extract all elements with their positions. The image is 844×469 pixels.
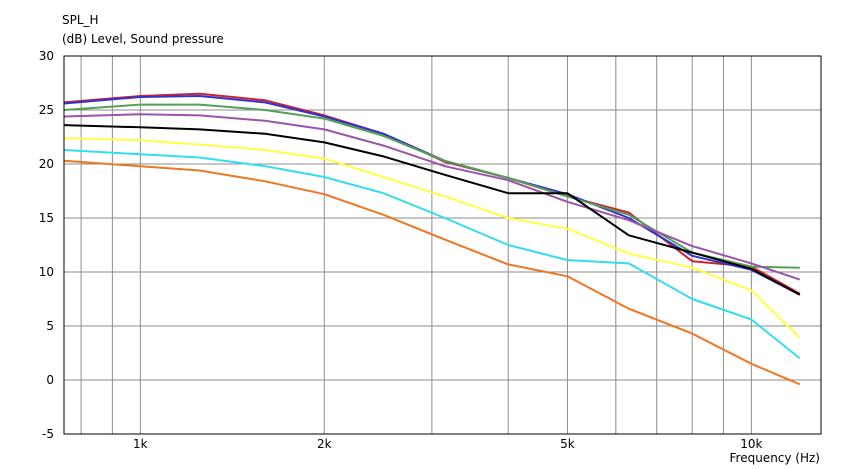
chart-title: SPL_H <box>62 13 99 27</box>
y-tick-label: 30 <box>39 49 54 63</box>
y-tick-label: 0 <box>46 373 54 387</box>
y-axis-label: (dB) Level, Sound pressure <box>62 32 224 46</box>
y-tick-label: 15 <box>39 211 54 225</box>
series-line-6 <box>63 137 801 339</box>
series-lines <box>63 92 801 386</box>
y-tick-label: 25 <box>39 103 54 117</box>
y-tick-labels: 30 25 20 15 10 5 0 -5 <box>39 49 54 441</box>
plot-frame <box>63 55 822 435</box>
x-tick-label: 2k <box>317 437 332 451</box>
series-line-4 <box>63 113 801 281</box>
x-axis-label: Frequency (Hz) <box>730 451 821 465</box>
y-tick-label: 10 <box>39 265 54 279</box>
x-tick-labels: 1k 2k 5k 10k <box>133 437 762 451</box>
series-line-8 <box>63 159 801 386</box>
x-tick-label: 5k <box>560 437 575 451</box>
x-tick-label: 10k <box>740 437 762 451</box>
series-line-7 <box>63 149 801 360</box>
x-tick-label: 1k <box>133 437 148 451</box>
grid <box>64 55 821 435</box>
y-tick-label: 5 <box>46 319 54 333</box>
y-tick-label: 20 <box>39 157 54 171</box>
y-tick-label: -5 <box>42 427 54 441</box>
series-line-5 <box>63 124 801 296</box>
